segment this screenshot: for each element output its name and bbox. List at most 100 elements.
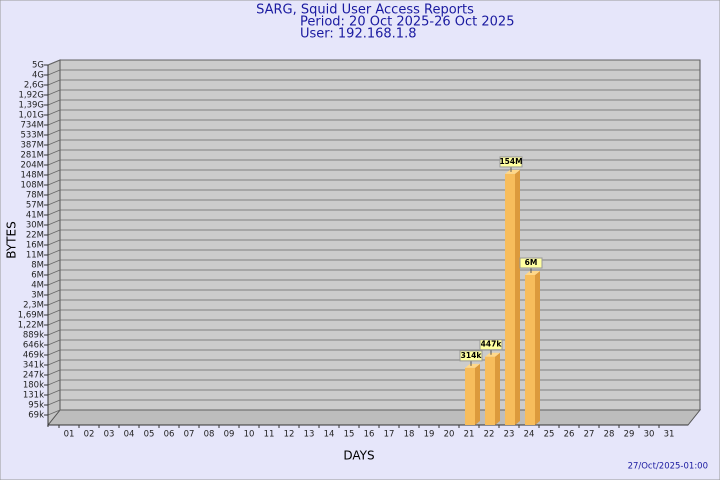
y-tick-label: 4G [32, 71, 44, 81]
y-tick-label: 734M [20, 121, 44, 131]
value-label-box [499, 156, 523, 168]
y-tick-label: 6M [31, 271, 44, 281]
x-tick-label: 05 [144, 430, 155, 440]
x-tick-label: 13 [304, 430, 315, 440]
x-tick-label: 25 [544, 430, 555, 440]
value-label: 314k [461, 351, 483, 360]
x-tick-label: 17 [384, 430, 395, 440]
bar-top [465, 363, 480, 368]
x-tick-label: 27 [584, 430, 595, 440]
x-tick-label: 07 [184, 430, 195, 440]
value-label: 6M [525, 258, 538, 267]
value-label: 154M [499, 157, 522, 166]
subtitle: Period: 20 Oct 2025-26 Oct 2025 [300, 15, 514, 30]
y-tick-label: 148M [20, 171, 44, 181]
grid-line [47, 269, 61, 276]
y-tick-label: 3M [31, 291, 44, 301]
grid-line [47, 339, 61, 346]
y-axis-title: BYTES [5, 221, 19, 258]
grid-line [47, 349, 61, 356]
bar [485, 356, 495, 425]
x-tick-label: 31 [664, 430, 675, 440]
x-tick-label: 29 [624, 430, 635, 440]
y-tick-label: 30M [26, 221, 44, 231]
grid-line [47, 139, 61, 146]
grid-line [47, 109, 61, 116]
y-tick-label: 5G [32, 61, 44, 71]
grid-line [47, 169, 61, 176]
y-tick-label: 281M [20, 151, 44, 161]
grid-line [47, 239, 61, 246]
grid-line [47, 69, 61, 76]
bar [525, 275, 535, 425]
grid-line [47, 99, 61, 106]
x-tick-label: 10 [244, 430, 255, 440]
bar-side [475, 363, 480, 425]
grid-line [47, 129, 61, 136]
grid-line [47, 319, 61, 326]
y-tick-label: 8M [31, 261, 44, 271]
grid-line [47, 79, 61, 86]
grid-line [47, 189, 61, 196]
x-tick-label: 02 [84, 430, 95, 440]
grid-line [47, 379, 61, 386]
value-label: 447k [481, 340, 503, 349]
grid-line [47, 89, 61, 96]
x-tick-label: 03 [104, 430, 115, 440]
plot-layer: 69k95k131k180k247k341k469k646k889k1,22M1… [18, 59, 700, 440]
y-tick-label: 646k [23, 341, 44, 351]
chart-title: SARG, Squid User Access Reports [256, 3, 474, 18]
y-tick-label: 2,3M [23, 301, 44, 311]
y-tick-label: 1,22M [18, 321, 44, 331]
grid-line [47, 299, 61, 306]
x-tick-label: 22 [484, 430, 495, 440]
y-tick-label: 95k [28, 401, 44, 411]
grid-line [47, 249, 61, 256]
x-tick-label: 06 [164, 430, 175, 440]
grid-line [47, 179, 61, 186]
x-tick-label: 30 [644, 430, 655, 440]
bar-top [485, 352, 500, 357]
x-axis-title: DAYS [343, 449, 374, 463]
y-tick-label: 1,92G [18, 91, 44, 101]
x-tick-label: 18 [404, 430, 415, 440]
plot-floor [46, 409, 702, 426]
x-tick-label: 12 [284, 430, 295, 440]
bar-side [495, 352, 500, 425]
grid-line [47, 289, 61, 296]
y-tick-label: 131k [23, 391, 44, 401]
y-tick-label: 11M [26, 251, 44, 261]
x-tick-label: 21 [464, 430, 475, 440]
y-tick-label: 204M [20, 161, 44, 171]
x-tick-label: 14 [324, 430, 335, 440]
y-tick-label: 57M [26, 201, 44, 211]
x-tick-label: 15 [344, 430, 355, 440]
x-tick-label: 08 [204, 430, 215, 440]
y-tick-label: 341k [23, 361, 44, 371]
grid-line [47, 409, 61, 416]
y-tick-label: 22M [26, 231, 44, 241]
x-tick-label: 11 [264, 430, 275, 440]
y-tick-label: 387M [20, 141, 44, 151]
y-tick-label: 247k [23, 371, 44, 381]
y-tick-label: 78M [26, 191, 44, 201]
x-tick-label: 01 [64, 430, 75, 440]
x-tick-label: 28 [604, 430, 615, 440]
y-tick-label: 1,69M [18, 311, 44, 321]
x-tick-label: 16 [364, 430, 375, 440]
y-tick-label: 1,01G [18, 111, 44, 121]
y-tick-label: 2,6G [24, 81, 44, 91]
bar-side [535, 271, 540, 425]
value-label-box [459, 350, 483, 362]
bar-top [525, 271, 540, 275]
grid-line [47, 259, 61, 266]
bar-top [505, 169, 520, 174]
grid-line [47, 389, 61, 396]
x-tick-label: 04 [124, 430, 135, 440]
y-tick-label: 16M [26, 241, 44, 251]
value-label-box [479, 339, 503, 351]
bar [465, 367, 475, 425]
subtitle: User: 192.168.1.8 [300, 27, 416, 42]
grid-line [47, 149, 61, 156]
